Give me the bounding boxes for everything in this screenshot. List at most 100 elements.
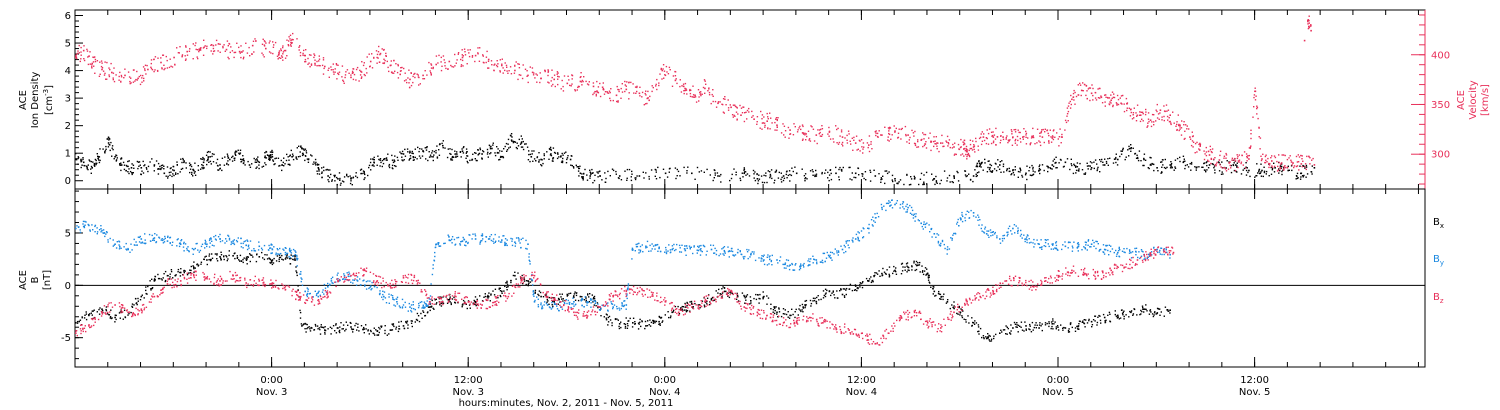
velocity-point bbox=[994, 138, 997, 140]
velocity-point bbox=[1219, 154, 1221, 157]
bx-point bbox=[861, 282, 864, 284]
density-point bbox=[163, 165, 165, 167]
velocity-point bbox=[335, 64, 338, 66]
velocity-point bbox=[242, 58, 245, 60]
velocity-point bbox=[557, 78, 559, 80]
by-point bbox=[390, 294, 392, 296]
velocity-point bbox=[1147, 122, 1149, 124]
density-point bbox=[270, 157, 272, 159]
bx-point bbox=[862, 281, 864, 283]
bx-point bbox=[1094, 320, 1096, 322]
velocity-point bbox=[307, 57, 309, 60]
velocity-point bbox=[366, 56, 368, 58]
bx-point bbox=[109, 317, 111, 319]
density-point bbox=[489, 146, 491, 148]
velocity-point bbox=[1273, 155, 1276, 157]
density-point bbox=[790, 174, 793, 177]
velocity-point bbox=[302, 52, 304, 55]
density-point bbox=[605, 177, 607, 180]
bx-point bbox=[290, 257, 292, 260]
velocity-point bbox=[756, 123, 758, 125]
density-point bbox=[183, 160, 185, 162]
velocity-point bbox=[1231, 159, 1233, 161]
velocity-point bbox=[1123, 110, 1126, 113]
velocity-point bbox=[1126, 102, 1129, 104]
density-point bbox=[830, 178, 833, 181]
velocity-point bbox=[693, 96, 696, 98]
density-point bbox=[624, 170, 626, 172]
density-point bbox=[1184, 167, 1186, 170]
bx-point bbox=[424, 314, 427, 317]
velocity-point bbox=[127, 71, 130, 73]
velocity-point bbox=[1241, 154, 1243, 157]
density-point bbox=[1248, 169, 1250, 172]
velocity-point bbox=[862, 142, 865, 144]
bx-point bbox=[1067, 329, 1070, 332]
velocity-point bbox=[1110, 102, 1112, 104]
velocity-point bbox=[1298, 169, 1300, 171]
density-point bbox=[302, 153, 305, 156]
velocity-point bbox=[787, 126, 790, 129]
density-point bbox=[1128, 155, 1130, 157]
velocity-point bbox=[704, 80, 706, 82]
velocity-point bbox=[506, 66, 508, 68]
velocity-point bbox=[1074, 91, 1076, 94]
bx-point bbox=[1005, 333, 1007, 335]
bx-point bbox=[815, 302, 818, 305]
velocity-point bbox=[298, 46, 300, 48]
by-point bbox=[384, 297, 387, 299]
bx-point bbox=[474, 303, 476, 305]
bx-point bbox=[1083, 322, 1086, 325]
density-point bbox=[862, 173, 864, 175]
velocity-point bbox=[1220, 166, 1222, 168]
velocity-point bbox=[646, 102, 648, 105]
bx-point bbox=[600, 315, 602, 317]
velocity-point bbox=[112, 78, 114, 81]
velocity-point bbox=[336, 78, 338, 80]
bx-point bbox=[150, 289, 152, 291]
bx-point bbox=[515, 278, 517, 280]
velocity-point bbox=[444, 61, 446, 64]
velocity-point bbox=[1260, 155, 1262, 157]
density-point bbox=[1270, 173, 1273, 175]
by-point bbox=[352, 282, 354, 284]
density-point bbox=[509, 146, 511, 148]
bx-point bbox=[593, 295, 596, 298]
bx-point bbox=[721, 288, 723, 290]
bx-point bbox=[1104, 320, 1106, 322]
bx-point bbox=[170, 269, 173, 271]
bx-point bbox=[937, 292, 940, 295]
bx-point bbox=[713, 299, 716, 301]
density-point bbox=[360, 172, 362, 175]
velocity-point bbox=[644, 103, 647, 105]
velocity-point bbox=[212, 47, 215, 50]
velocity-point bbox=[342, 79, 344, 81]
velocity-point bbox=[280, 57, 282, 59]
density-point bbox=[153, 170, 155, 172]
velocity-point bbox=[914, 143, 917, 145]
velocity-point bbox=[1228, 162, 1230, 164]
velocity-point bbox=[904, 125, 907, 128]
density-point bbox=[1235, 164, 1237, 166]
velocity-point bbox=[599, 95, 602, 98]
velocity-point bbox=[1072, 92, 1075, 95]
bx-point bbox=[1052, 320, 1054, 322]
bx-point bbox=[1142, 306, 1144, 309]
velocity-point bbox=[964, 149, 967, 152]
by-point bbox=[339, 279, 341, 282]
density-point bbox=[172, 173, 174, 175]
density-point bbox=[401, 150, 404, 153]
velocity-point bbox=[1017, 139, 1019, 142]
velocity-point bbox=[1092, 87, 1094, 90]
density-point bbox=[90, 165, 93, 168]
density-point bbox=[203, 159, 205, 161]
velocity-point bbox=[662, 64, 665, 66]
velocity-point bbox=[1236, 157, 1239, 160]
density-point bbox=[1147, 167, 1149, 169]
velocity-point bbox=[83, 45, 85, 47]
density-point bbox=[132, 164, 135, 166]
velocity-point bbox=[1023, 135, 1025, 138]
bx-point bbox=[316, 325, 319, 327]
density-point bbox=[127, 160, 129, 163]
